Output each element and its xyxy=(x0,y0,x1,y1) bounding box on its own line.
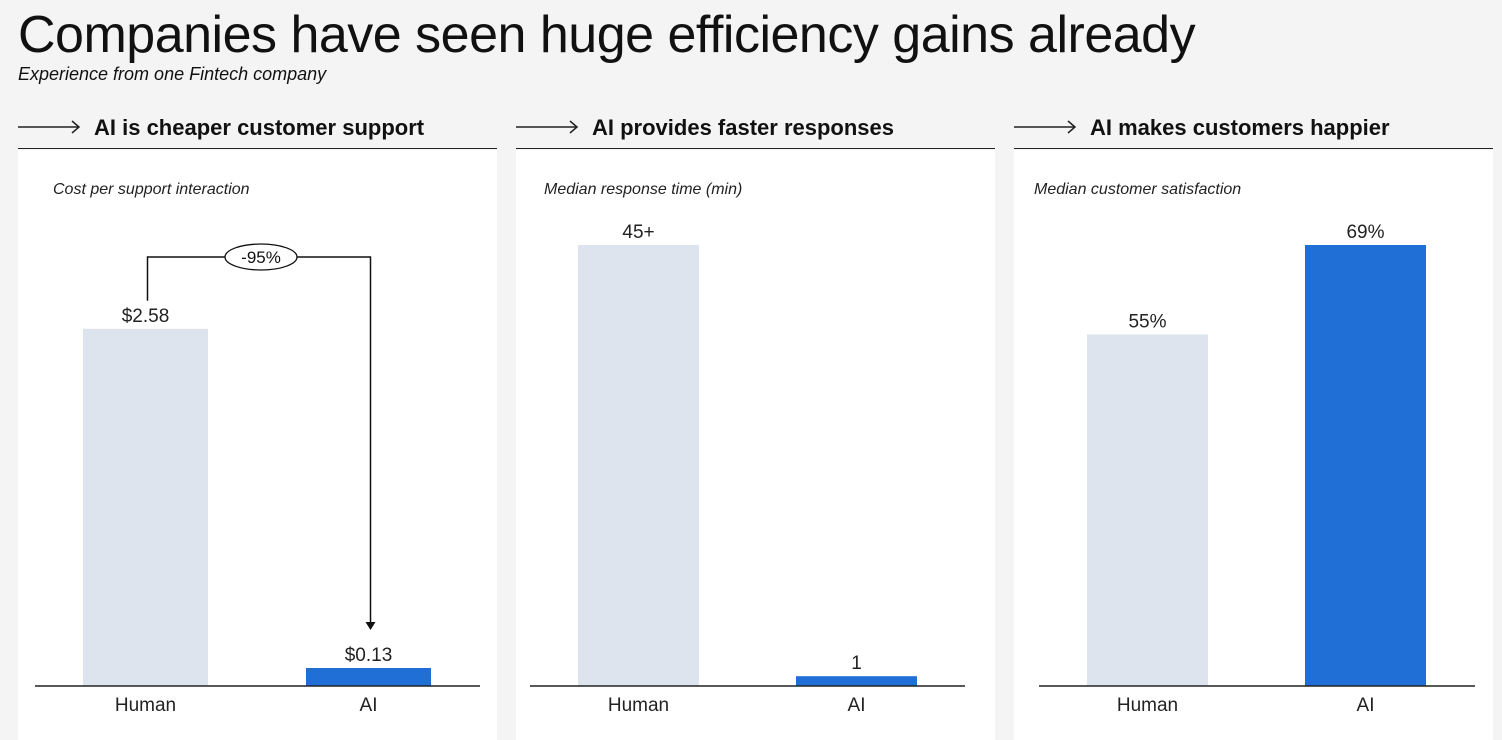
data-label: 69% xyxy=(1346,222,1384,243)
data-label: 55% xyxy=(1128,311,1166,332)
tick-label: Human xyxy=(608,695,669,716)
bar-ai xyxy=(306,668,431,686)
data-label: $2.58 xyxy=(122,306,170,327)
panel-header: AI makes customers happier xyxy=(1014,112,1493,149)
long-arrow-right-icon xyxy=(18,120,81,134)
data-label: 1 xyxy=(851,653,862,674)
bar-human xyxy=(1087,334,1208,686)
annotation-badge xyxy=(224,243,298,271)
data-label: $0.13 xyxy=(345,645,393,666)
long-arrow-right-icon xyxy=(1014,120,1077,134)
tick-label: Human xyxy=(1117,695,1178,716)
panel-header: AI is cheaper customer support xyxy=(18,112,497,149)
chart-area: Cost per support interaction $2.58 Human $0… xyxy=(18,150,497,740)
panel-heading: AI is cheaper customer support xyxy=(94,115,425,140)
page-subtitle: Experience from one Fintech company xyxy=(18,64,327,84)
long-arrow-right-icon xyxy=(516,120,579,134)
measure-label: Median customer satisfaction xyxy=(1034,181,1241,198)
tick-label: AI xyxy=(1357,695,1375,716)
measure-label: Median response time (min) xyxy=(544,181,742,198)
panel-heading: AI provides faster responses xyxy=(592,115,895,140)
bar-human xyxy=(578,245,699,686)
tick-label: AI xyxy=(360,695,378,716)
tick-label: AI xyxy=(848,695,866,716)
bar-chart: Cost per support interaction $2.58 Human $0… xyxy=(35,181,480,716)
bar-human xyxy=(83,328,208,686)
measure-label: Cost per support interaction xyxy=(53,181,250,198)
arrowhead-icon xyxy=(365,622,376,630)
page-title: Companies have seen huge efficiency gain… xyxy=(18,6,1196,64)
bar-chart: Median customer satisfaction 55% Human 69% A… xyxy=(1034,181,1475,716)
bar-ai xyxy=(796,676,917,686)
panel-cost: AI is cheaper customer support Cost per … xyxy=(18,112,497,740)
panel-speed: AI provides faster responses Median resp… xyxy=(516,112,995,740)
chart-area: Median customer satisfaction 55% Human 69% A… xyxy=(1014,150,1493,740)
change-annotation: -95% xyxy=(241,248,281,267)
panel-header: AI provides faster responses xyxy=(516,112,995,149)
tick-label: Human xyxy=(115,695,176,716)
data-label: 45+ xyxy=(622,222,654,243)
panel-heading: AI makes customers happier xyxy=(1090,115,1390,140)
bar-ai xyxy=(1305,245,1426,686)
chart-area: Median response time (min) 45+ Human 1 AI xyxy=(516,150,995,740)
panel-satisfaction: AI makes customers happier Median custom… xyxy=(1014,112,1493,740)
bar-chart: Median response time (min) 45+ Human 1 AI xyxy=(530,181,965,716)
